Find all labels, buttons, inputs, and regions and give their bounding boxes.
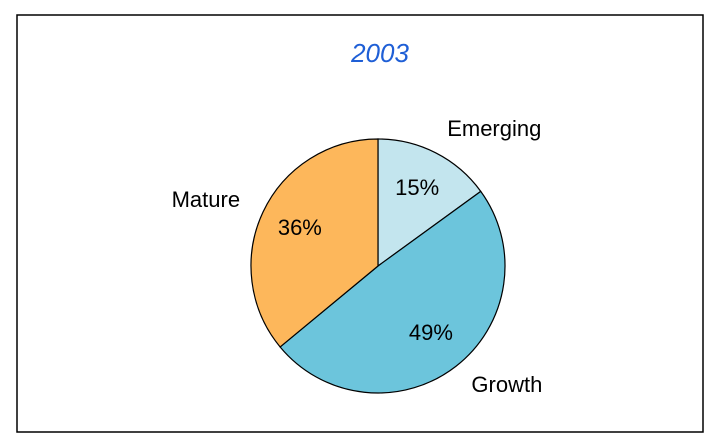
- pie-slice: [377, 138, 482, 268]
- slice-category-label: Growth: [471, 372, 542, 397]
- pie-slice: [279, 190, 506, 394]
- slice-value-label: 49%: [409, 320, 453, 345]
- slice-value-label: 15%: [395, 175, 439, 200]
- slice-category-label: Mature: [172, 187, 240, 212]
- slice-category-label: Emerging: [447, 116, 541, 141]
- chart-title: 2003: [350, 38, 409, 68]
- pie-slice: [250, 138, 379, 348]
- slice-value-label: 36%: [278, 215, 322, 240]
